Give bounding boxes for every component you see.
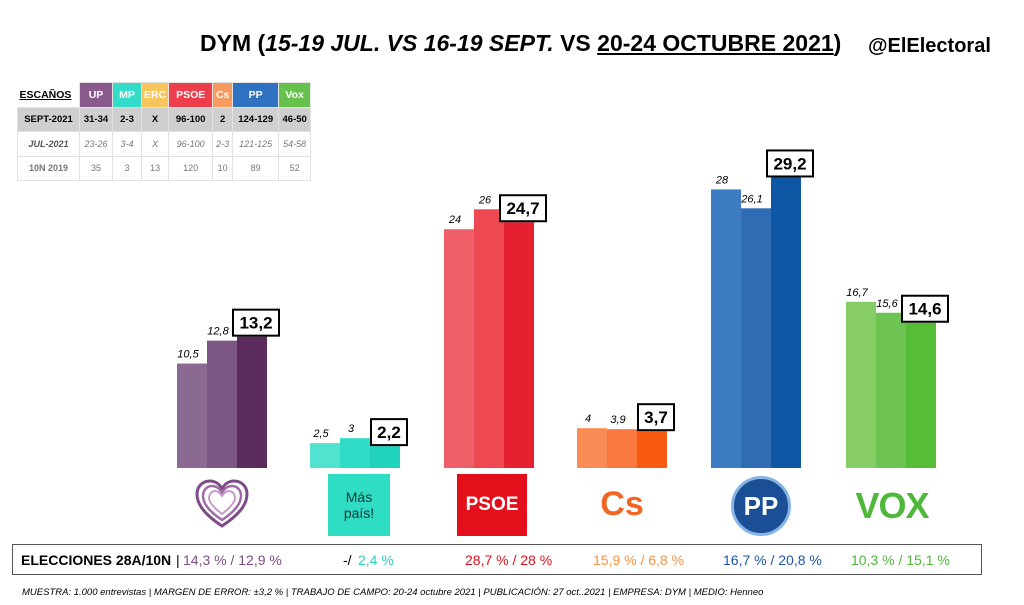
bar-pp-2	[741, 208, 771, 468]
elections-up: 14,3 % / 12,9 %	[183, 552, 282, 568]
seats-header-psoe: PSOE	[168, 82, 214, 108]
bar-mas-pais-2	[340, 438, 370, 468]
up-heart-logo	[195, 479, 249, 528]
seats-table-label: ESCAÑOS	[17, 82, 80, 107]
elections-label: ELECCIONES 28A/10N	[21, 552, 172, 568]
seats-table-header: ESCAÑOS UP MP ERC PSOE Cs PP Vox	[17, 82, 312, 108]
mas-pais-logo-text-1: Más	[345, 489, 373, 505]
title-period-oct: 20-24 OCTUBRE 2021	[597, 30, 834, 56]
seats-cell: 2-3	[112, 106, 142, 132]
current-value-label: 13,2	[239, 314, 272, 333]
bar-value-label: 4	[585, 413, 591, 425]
seats-cell: 46-50	[278, 106, 312, 132]
bar-psoe-3	[504, 222, 534, 468]
seats-cell: 2	[212, 106, 234, 132]
current-value-label: 3,7	[644, 408, 668, 427]
psoe-logo: PSOE	[457, 474, 527, 536]
seats-header-cs: Cs	[212, 82, 234, 108]
current-value-box	[637, 403, 675, 432]
bar-value-label: 10,5	[177, 349, 199, 361]
vox-logo: VOX	[855, 485, 929, 526]
seats-header-pp: PP	[232, 82, 280, 108]
bar-value-label: 26,1	[740, 193, 762, 205]
seats-header-mp: MP	[112, 82, 142, 108]
bar-value-label: 24	[448, 214, 461, 226]
seats-cell: 54-58	[278, 131, 312, 157]
seats-row-10n-2019: 10N 2019 35 3 13 120 10 89 52	[17, 155, 312, 181]
current-value-label: 2,2	[377, 423, 401, 442]
seats-cell: 124-129	[232, 106, 280, 132]
bar-up-1	[177, 363, 207, 468]
elections-cs: 15,9 % / 6,8 %	[593, 552, 685, 568]
bar-up-3	[237, 336, 267, 468]
title-vs-2: VS	[553, 30, 598, 56]
author-handle: @ElElectoral	[868, 35, 991, 57]
chart-title: DYM (15-19 JUL. VS 16-19 SEPT. VS 20-24 …	[200, 30, 841, 57]
seats-header-up: UP	[79, 82, 113, 108]
seats-header-vox: Vox	[278, 82, 312, 108]
title-suffix: )	[833, 30, 842, 56]
bar-value-label: 16,7	[846, 287, 868, 299]
bar-value-label: 2,5	[312, 428, 329, 440]
bar-vox-1	[846, 301, 876, 468]
ciudadanos-logo: Cs	[600, 484, 644, 523]
title-period-sept: 16-19 SEPT.	[423, 30, 554, 56]
seats-row-jul-2021: JUL-2021 23-26 3-4 X 96-100 2-3 121-125 …	[17, 131, 312, 157]
current-value-box	[766, 149, 814, 178]
bar-psoe-1	[444, 229, 474, 468]
seats-cell: 35	[79, 155, 113, 181]
bar-cs-2	[607, 429, 637, 468]
seats-table: ESCAÑOS UP MP ERC PSOE Cs PP Vox SEPT-20…	[17, 82, 312, 181]
mas-pais-logo-text-2: país!	[343, 505, 375, 521]
seats-row-label: 10N 2019	[17, 155, 80, 181]
bar-value-label: 28	[715, 174, 729, 186]
bar-cs-1	[577, 428, 607, 468]
elections-results-row: ELECCIONES 28A/10N | 14,3 % / 12,9 % -/ …	[12, 544, 982, 575]
title-prefix: DYM (	[200, 30, 266, 56]
current-value-label: 29,2	[773, 154, 806, 173]
bar-value-label: 3	[348, 423, 355, 435]
current-value-box	[499, 194, 547, 223]
elections-vox: 10,3 % / 15,1 %	[851, 552, 950, 568]
seats-header-erc: ERC	[140, 82, 170, 108]
elections-mp-prefix: -/	[343, 552, 352, 568]
title-vs-1: VS	[380, 30, 424, 56]
elections-separator: |	[176, 552, 180, 568]
bar-cs-3	[637, 431, 667, 468]
current-value-label: 14,6	[908, 300, 941, 319]
bar-pp-3	[771, 177, 801, 468]
current-value-label: 24,7	[506, 199, 539, 218]
bar-mas-pais-3	[370, 446, 400, 468]
methodology-footer: MUESTRA: 1.000 entrevistas | MARGEN DE E…	[22, 587, 764, 598]
bar-vox-2	[876, 312, 906, 468]
seats-cell: 31-34	[79, 106, 113, 132]
bar-mas-pais-1	[310, 443, 340, 468]
pp-logo: PP	[731, 476, 791, 536]
seats-cell: 89	[232, 155, 280, 181]
current-value-box	[370, 418, 408, 447]
bar-pp-1	[711, 189, 741, 468]
elections-psoe: 28,7 % / 28 %	[465, 552, 553, 568]
seats-cell: 52	[278, 155, 312, 181]
elections-mp: 2,4 %	[358, 552, 394, 568]
bar-value-label: 3,9	[610, 414, 625, 426]
elections-pp: 16,7 % / 20,8 %	[723, 552, 822, 568]
seats-row-label: JUL-2021	[17, 131, 80, 157]
bar-value-label: 26	[478, 194, 492, 206]
bar-up-2	[207, 340, 237, 468]
bar-value-label: 12,8	[207, 326, 229, 338]
title-period-jul: 15-19 JUL.	[265, 30, 381, 56]
current-value-box	[901, 294, 949, 323]
bar-vox-3	[906, 322, 936, 468]
bar-psoe-2	[474, 209, 504, 469]
current-value-box	[232, 308, 280, 337]
mas-pais-logo: Más país!	[328, 474, 390, 536]
bar-value-label: 15,6	[876, 298, 898, 310]
seats-cell: 23-26	[79, 131, 113, 157]
seats-cell: 13	[140, 155, 170, 181]
